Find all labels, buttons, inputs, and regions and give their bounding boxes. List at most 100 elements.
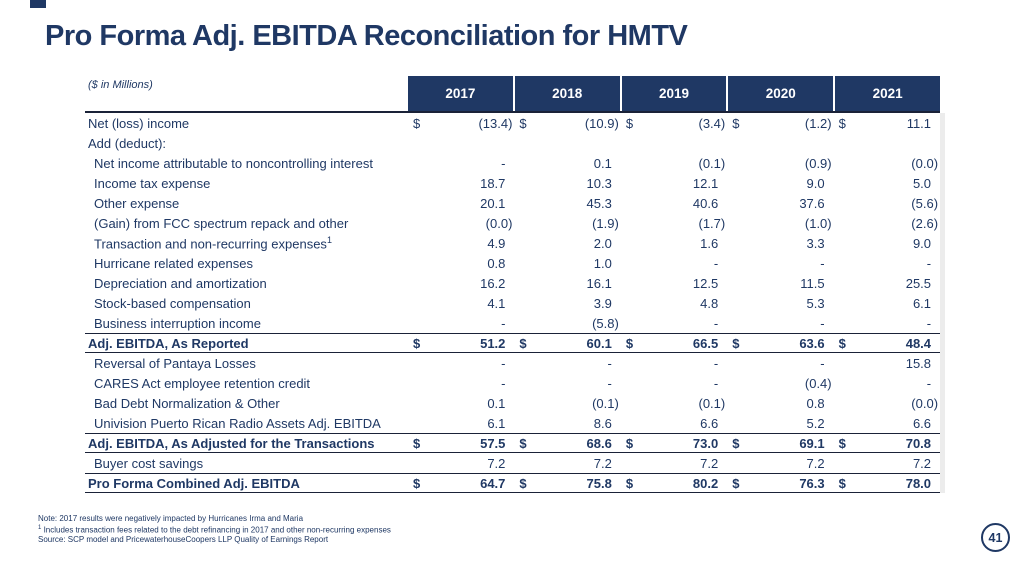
value-cell: 4.1 [408,296,514,311]
value-cell: $80.2 [621,476,727,491]
cell-value: 48.4 [905,335,932,351]
row-label-cell: Net (loss) income [85,116,408,131]
row-label-cell: Univision Puerto Rican Radio Assets Adj.… [85,416,408,431]
value-cell: - [727,256,833,271]
row-label: Reversal of Pantaya Losses [94,355,256,371]
dollar-sign: $ [838,335,846,351]
value-cell: (0.4) [727,376,833,391]
value-cell: 2.0 [514,236,620,251]
cell-value: 45.3 [586,195,612,211]
table-row: CARES Act employee retention credit - - - (0… [85,373,940,393]
cell-value: 18.7 [480,175,506,191]
cell-value: (10.9) [584,115,619,131]
value-cell: 12.1 [621,176,727,191]
value-cell: 4.8 [621,296,727,311]
row-label-cell: Stock-based compensation [85,296,408,311]
cell-value: 4.8 [700,295,719,311]
table-row: Net income attributable to noncontrollin… [85,153,940,173]
table-row: (Gain) from FCC spectrum repack and othe… [85,213,940,233]
cell-value: 6.1 [912,295,932,311]
cell-value: 0.1 [487,395,506,411]
dollar-sign: $ [519,435,527,451]
cell-value: - [501,155,506,171]
value-cell: 9.0 [727,176,833,191]
table-header-row: 2017 2018 2019 2020 2021 [85,76,940,113]
value-cell: (0.0) [408,216,514,231]
value-cell: $51.2 [408,336,514,351]
row-label-cell: Other expense [85,196,408,211]
cell-value: 51.2 [480,335,506,351]
cell-value: - [501,315,506,331]
row-label: CARES Act employee retention credit [94,375,311,391]
table-row: Hurricane related expenses 0.8 1.0 - - - [85,253,940,273]
ebitda-reconciliation-table: 2017 2018 2019 2020 2021 Net (loss) income $ (… [85,76,945,493]
row-label-cell: Transaction and non-recurring expenses1 [85,235,408,251]
page-number-badge: 41 [981,523,1010,552]
cell-value: - [820,355,825,371]
value-cell: 0.8 [727,396,833,411]
value-cell: (0.0) [834,396,940,411]
cell-value: 9.0 [806,175,825,191]
row-label-cell: Buyer cost savings [85,456,408,471]
value-cell: 45.3 [514,196,620,211]
value-cell: (2.6) [834,216,940,231]
cell-value: (2.6) [911,215,939,231]
cell-value: 70.8 [905,435,932,451]
row-label: Adj. EBITDA, As Adjusted for the Transac… [88,435,375,451]
value-cell: 5.2 [727,416,833,431]
dollar-sign: $ [625,335,634,351]
cell-value: 1.0 [593,255,612,271]
value-cell: - [621,356,727,371]
value-cell: 1.6 [621,236,727,251]
cell-value: 75.8 [586,475,612,491]
value-cell: 37.6 [727,196,833,211]
value-cell: 6.1 [408,416,514,431]
table-body: Net (loss) income $ (13.4) $ (10.9) $ (3.4) $ (1… [85,113,940,493]
dollar-sign: $ [625,475,634,491]
table-row: Buyer cost savings 7.2 7.2 7.2 7.2 7.2 [85,453,940,473]
row-label-cell: (Gain) from FCC spectrum repack and othe… [85,216,408,231]
footnote-line: 1 Includes transaction fees related to t… [38,524,391,535]
value-cell: 10.3 [514,176,620,191]
cell-value: - [713,375,719,391]
table-row: Univision Puerto Rican Radio Assets Adj.… [85,413,940,433]
value-cell: $68.6 [514,436,620,451]
value-cell: 1.0 [514,256,620,271]
table-right-edge-strip [940,113,945,493]
row-label: Bad Debt Normalization & Other [94,395,280,411]
dollar-sign: $ [838,115,846,131]
dollar-sign: $ [625,435,634,451]
cell-value: - [820,255,825,271]
cell-value: 25.5 [905,275,932,291]
value-cell: - [834,256,940,271]
table-row: Pro Forma Combined Adj. EBITDA $64.7 $75.8… [85,473,940,493]
value-cell: 15.8 [834,356,940,371]
value-cell: 5.3 [727,296,833,311]
value-cell: 16.2 [408,276,514,291]
cell-value: 7.2 [700,455,719,471]
page-number: 41 [988,530,1003,545]
cell-value: 4.9 [487,235,506,251]
cell-value: 15.8 [905,355,932,371]
table-row: Income tax expense 18.7 10.3 12.1 9.0 5.0 [85,173,940,193]
value-cell: 7.2 [727,456,833,471]
cell-value: (0.0) [911,155,939,171]
value-cell: 8.6 [514,416,620,431]
units-label: ($ in Millions) [88,79,153,91]
cell-value: 69.1 [799,435,825,451]
cell-value: 7.2 [593,455,612,471]
footnote-line: Note: 2017 results were negatively impac… [38,514,304,523]
value-cell: $48.4 [834,336,940,351]
value-cell: 6.6 [621,416,727,431]
value-cell: $69.1 [727,436,833,451]
value-cell: (0.0) [834,156,940,171]
value-cell: 6.1 [834,296,940,311]
cell-value: 63.6 [799,335,825,351]
row-label-cell: Bad Debt Normalization & Other [85,396,408,411]
cell-value: (0.0) [911,395,939,411]
cell-value: 6.6 [700,415,719,431]
cell-value: 3.9 [593,295,612,311]
value-cell: 3.3 [727,236,833,251]
cell-value: 57.5 [480,435,506,451]
